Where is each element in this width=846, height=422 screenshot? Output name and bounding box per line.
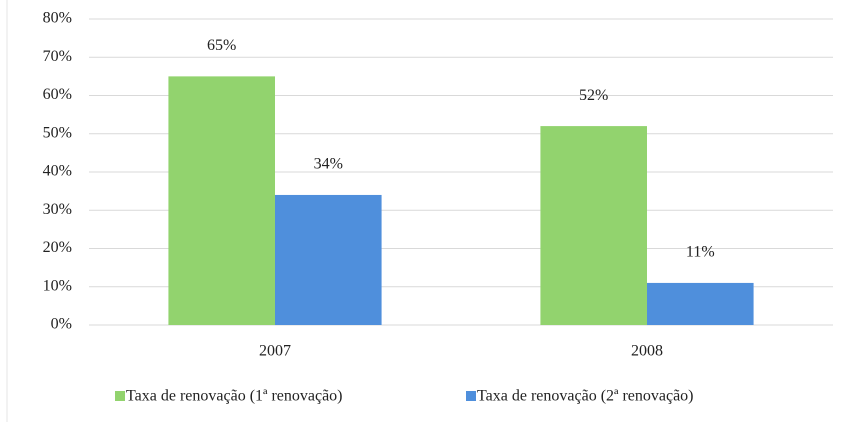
- bar: [647, 282, 754, 325]
- bar: [540, 126, 647, 325]
- y-tick-label: 0%: [51, 316, 72, 333]
- y-tick-label: 70%: [43, 48, 72, 65]
- bar: [168, 76, 275, 325]
- legend-label: Taxa de renovação (2ª renovação): [477, 388, 694, 405]
- data-label: 34%: [314, 156, 343, 173]
- x-tick-label: 2008: [631, 343, 663, 360]
- y-tick-label: 20%: [43, 239, 72, 256]
- y-tick-label: 10%: [43, 277, 72, 294]
- legend-label: Taxa de renovação (1ª renovação): [126, 388, 343, 405]
- y-tick-label: 30%: [43, 201, 72, 218]
- data-label: 11%: [686, 244, 715, 261]
- bar: [275, 194, 382, 325]
- legend-swatch: [115, 391, 125, 401]
- data-label: 65%: [207, 37, 236, 54]
- y-tick-label: 80%: [43, 10, 72, 27]
- y-tick-label: 60%: [43, 86, 72, 103]
- legend-swatch: [466, 391, 476, 401]
- data-label: 52%: [579, 87, 608, 104]
- x-tick-label: 2007: [259, 343, 291, 360]
- y-tick-label: 50%: [43, 124, 72, 141]
- y-tick-label: 40%: [43, 163, 72, 180]
